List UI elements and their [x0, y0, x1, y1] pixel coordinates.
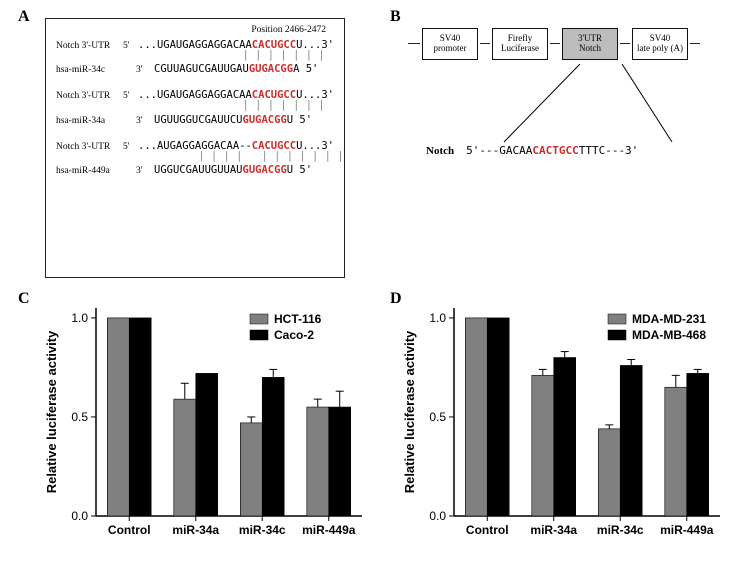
panel-label-b: B [390, 8, 401, 26]
svg-text:miR-449a: miR-449a [302, 523, 356, 537]
mir-row: hsa-miR-34a 3' UGUUGGUCGAUUCUGUGACGGU 5' [56, 114, 334, 126]
construct-box: 3'UTRNotch [562, 28, 618, 60]
svg-text:1.0: 1.0 [71, 311, 88, 325]
mir-row: hsa-miR-449a 3' UGGUCGAUUGUUAUGUGACGGU 5… [56, 164, 334, 176]
bar [262, 377, 284, 516]
construct-diagram: SV40promoter FireflyLuciferase 3'UTRNotch S… [408, 28, 724, 60]
svg-text:MDA-MD-231: MDA-MD-231 [632, 312, 706, 326]
bar [129, 318, 151, 516]
sequence-alignment-box: Position 2466-2472 Notch 3'-UTR 5' ...UG… [45, 18, 345, 278]
svg-text:miR-34a: miR-34a [172, 523, 219, 537]
svg-text:Caco-2: Caco-2 [274, 328, 314, 342]
notch-seq-prefix: 5'---GACAA [466, 144, 532, 157]
chart-d: 0.0 0.5 1.0 Relative luciferase activity Con… [398, 300, 728, 550]
bar [532, 375, 554, 516]
svg-text:0.5: 0.5 [429, 410, 446, 424]
notch-seq-red: CACTGCC [532, 144, 578, 157]
bar [554, 358, 576, 516]
legend-swatch [608, 330, 626, 340]
bar [487, 318, 509, 516]
svg-text:1.0: 1.0 [429, 311, 446, 325]
panel-label-c: C [18, 290, 30, 308]
bar [240, 423, 262, 516]
svg-text:miR-34c: miR-34c [597, 523, 644, 537]
bar [174, 399, 196, 516]
legend-swatch [250, 314, 268, 324]
svg-text:Control: Control [466, 523, 509, 537]
legend-swatch [608, 314, 626, 324]
svg-text:miR-34c: miR-34c [239, 523, 286, 537]
svg-text:Relative luciferase activity: Relative luciferase activity [402, 330, 417, 493]
svg-text:Control: Control [108, 523, 151, 537]
bar [196, 373, 218, 516]
svg-text:0.5: 0.5 [71, 410, 88, 424]
svg-text:0.0: 0.0 [429, 509, 446, 523]
bar [107, 318, 129, 516]
bar [465, 318, 487, 516]
bar [307, 407, 329, 516]
bar [665, 387, 687, 516]
svg-text:MDA-MB-468: MDA-MB-468 [632, 328, 706, 342]
svg-text:Relative luciferase activity: Relative luciferase activity [44, 330, 59, 493]
match-bars: | | | | | | | [154, 51, 334, 59]
notch-sequence-label: Notch [426, 145, 454, 157]
notch-sequence: Notch 5'---GACAACACTGCCTTTC---3' [426, 144, 638, 157]
bar [329, 407, 351, 516]
bar [598, 429, 620, 516]
match-bars: | | | | | | | | | | | [154, 152, 334, 160]
panel-label-a: A [18, 8, 30, 26]
position-header: Position 2466-2472 [56, 25, 326, 35]
svg-text:0.0: 0.0 [71, 509, 88, 523]
construct-box: FireflyLuciferase [492, 28, 548, 60]
mir-row: hsa-miR-34c 3' CGUUAGUCGAUUGAUGUGACGGA 5… [56, 63, 334, 75]
construct-box: SV40late poly (A) [632, 28, 688, 60]
svg-text:HCT-116: HCT-116 [274, 312, 322, 326]
notch-seq-suffix: TTTC---3' [579, 144, 639, 157]
svg-text:miR-449a: miR-449a [660, 523, 714, 537]
match-bars: | | | | | | | [154, 101, 334, 109]
svg-text:miR-34a: miR-34a [530, 523, 577, 537]
bar [620, 365, 642, 516]
chart-c: 0.0 0.5 1.0 Relative luciferase activity Con… [40, 300, 370, 550]
legend-swatch [250, 330, 268, 340]
connector-lines [408, 64, 724, 152]
bar [687, 373, 709, 516]
construct-box: SV40promoter [422, 28, 478, 60]
